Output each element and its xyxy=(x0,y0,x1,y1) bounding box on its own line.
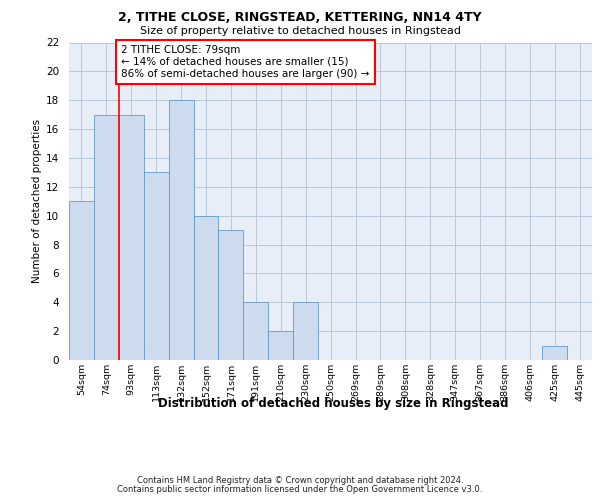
Text: Contains HM Land Registry data © Crown copyright and database right 2024.: Contains HM Land Registry data © Crown c… xyxy=(137,476,463,485)
Y-axis label: Number of detached properties: Number of detached properties xyxy=(32,119,42,284)
Text: 2, TITHE CLOSE, RINGSTEAD, KETTERING, NN14 4TY: 2, TITHE CLOSE, RINGSTEAD, KETTERING, NN… xyxy=(118,11,482,24)
Bar xyxy=(542,346,567,360)
Bar xyxy=(94,114,119,360)
Bar xyxy=(144,172,169,360)
Bar xyxy=(194,216,218,360)
Bar xyxy=(169,100,194,360)
Text: Distribution of detached houses by size in Ringstead: Distribution of detached houses by size … xyxy=(158,398,508,410)
Text: Size of property relative to detached houses in Ringstead: Size of property relative to detached ho… xyxy=(139,26,461,36)
Bar xyxy=(218,230,244,360)
Text: Contains public sector information licensed under the Open Government Licence v3: Contains public sector information licen… xyxy=(118,485,482,494)
Bar xyxy=(69,201,94,360)
Bar xyxy=(293,302,318,360)
Bar xyxy=(268,331,293,360)
Bar xyxy=(244,302,268,360)
Bar xyxy=(119,114,144,360)
Text: 2 TITHE CLOSE: 79sqm
← 14% of detached houses are smaller (15)
86% of semi-detac: 2 TITHE CLOSE: 79sqm ← 14% of detached h… xyxy=(121,46,370,78)
